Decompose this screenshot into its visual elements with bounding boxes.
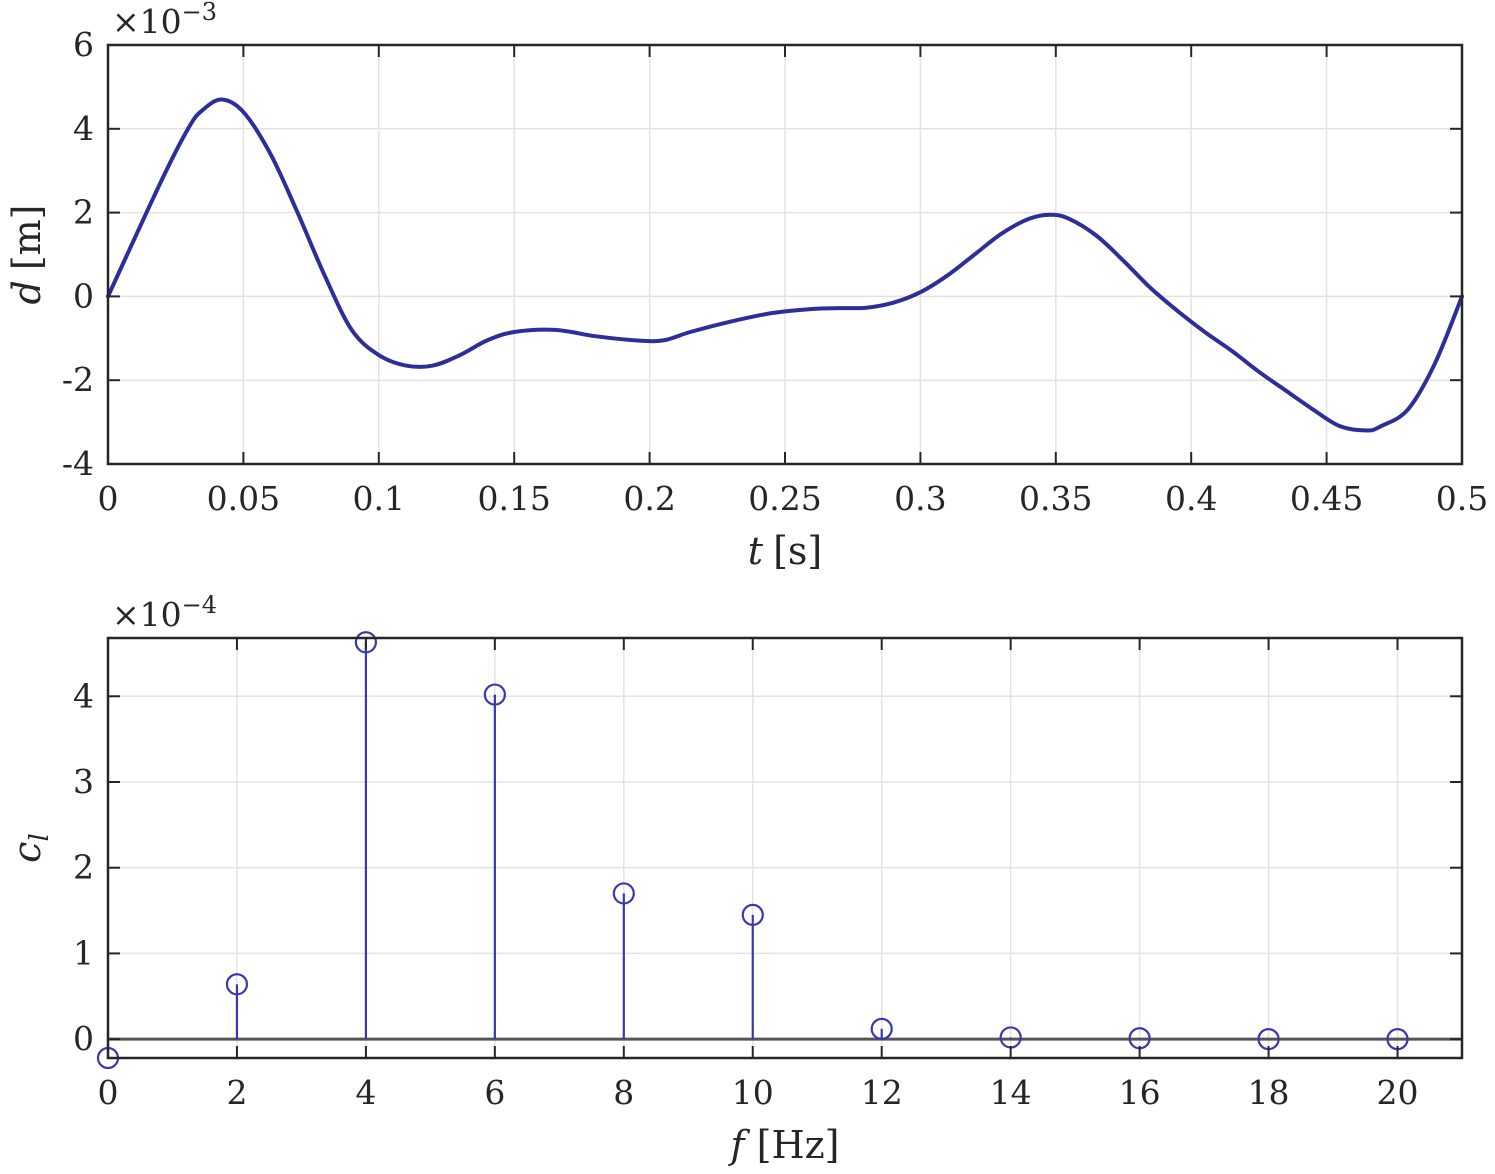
displacement-y-axis-unit: [m] bbox=[5, 204, 49, 270]
x-tick-label: 14 bbox=[990, 1073, 1032, 1112]
displacement-y-exponent-power: −3 bbox=[182, 0, 217, 26]
coefficient-y-axis-variable: c bbox=[5, 842, 49, 863]
x-tick-label: 8 bbox=[613, 1073, 634, 1112]
coefficient-y-exponent: ×10−4 bbox=[112, 591, 217, 634]
y-tick-label: 6 bbox=[73, 25, 94, 64]
x-tick-label: 0.05 bbox=[207, 479, 280, 518]
y-tick-label: 1 bbox=[73, 933, 94, 972]
x-tick-label: 16 bbox=[1119, 1073, 1161, 1112]
y-tick-label: 4 bbox=[73, 109, 94, 148]
x-tick-label: 12 bbox=[861, 1073, 903, 1112]
y-tick-label: 3 bbox=[73, 762, 94, 801]
coefficient-stem-marker bbox=[741, 903, 764, 926]
coefficient-stem-marker bbox=[225, 973, 249, 996]
coefficient-y-exponent-power: −4 bbox=[182, 591, 217, 619]
y-tick-label: -4 bbox=[62, 444, 94, 483]
displacement-series bbox=[106, 97, 1464, 433]
y-tick-label: 0 bbox=[73, 1019, 94, 1058]
x-tick-label: 0.4 bbox=[1165, 479, 1217, 518]
displacement-x-axis-variable: t bbox=[748, 529, 764, 573]
coefficient-y-exponent-base: ×10 bbox=[112, 595, 182, 634]
coefficient-stem-marker bbox=[483, 683, 506, 706]
coefficient-x-axis-variable: f bbox=[728, 1123, 751, 1167]
x-tick-label: 10 bbox=[732, 1073, 774, 1112]
x-tick-label: 0.5 bbox=[1436, 479, 1488, 518]
displacement-y-exponent: ×10−3 bbox=[112, 0, 217, 41]
displacement-x-axis-unit: [s] bbox=[773, 529, 822, 573]
x-tick-label: 0 bbox=[98, 1073, 119, 1112]
x-tick-label: 0.25 bbox=[748, 479, 821, 518]
coefficient-y-axis-label: cl bbox=[5, 833, 55, 863]
coefficient-series bbox=[96, 631, 1409, 1070]
coefficient-grid bbox=[107, 638, 1462, 1058]
displacement-grid bbox=[107, 44, 1463, 465]
coefficient-axes-frame bbox=[106, 636, 1464, 1060]
x-tick-label: 0.1 bbox=[353, 479, 405, 518]
displacement-plot: 0 0.05 0.1 0.15 0.2 0.25 0.3 0.35 0.4 0.45 0.5 -4 -2… bbox=[5, 0, 1488, 573]
coefficient-stem-marker bbox=[612, 882, 635, 905]
displacement-line bbox=[106, 97, 1464, 433]
coefficient-x-axis-unit: [Hz] bbox=[757, 1123, 840, 1167]
coefficient-y-axis-subscript: l bbox=[25, 833, 55, 841]
x-tick-label: 0.45 bbox=[1290, 479, 1363, 518]
coefficient-stem-marker bbox=[354, 631, 378, 654]
x-tick-label: 2 bbox=[226, 1073, 247, 1112]
displacement-y-axis-variable: d bbox=[5, 280, 49, 304]
x-tick-label: 20 bbox=[1377, 1073, 1419, 1112]
x-tick-label: 0.3 bbox=[894, 479, 946, 518]
x-tick-label: 0 bbox=[98, 479, 119, 518]
x-tick-label: 18 bbox=[1248, 1073, 1290, 1112]
x-tick-label: 6 bbox=[484, 1073, 505, 1112]
displacement-y-exponent-base: ×10 bbox=[112, 2, 182, 41]
x-tick-label: 0.15 bbox=[477, 479, 550, 518]
y-tick-label: 2 bbox=[73, 848, 94, 887]
y-tick-label: 2 bbox=[73, 193, 94, 232]
x-tick-label: 0.2 bbox=[623, 479, 675, 518]
x-tick-label: 0.35 bbox=[1019, 479, 1092, 518]
y-tick-label: 0 bbox=[73, 276, 94, 315]
y-tick-label: -2 bbox=[62, 360, 94, 399]
coefficient-x-axis-label: f [Hz] bbox=[728, 1123, 840, 1167]
displacement-x-axis-label: t [s] bbox=[748, 529, 822, 573]
displacement-ticks: 0 0.05 0.1 0.15 0.2 0.25 0.3 0.35 0.4 0.45 0.5 -4 -2… bbox=[62, 25, 1488, 518]
coefficient-stem-marker bbox=[870, 1017, 893, 1040]
displacement-y-axis-label: d [m] bbox=[5, 204, 49, 304]
x-tick-label: 4 bbox=[355, 1073, 376, 1112]
y-tick-label: 4 bbox=[73, 676, 94, 715]
